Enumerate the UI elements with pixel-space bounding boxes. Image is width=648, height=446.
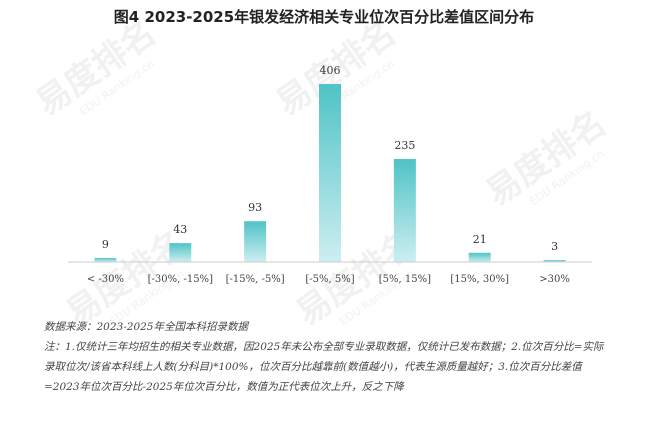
data-source: 数据来源：2023-2025年全国本科招录数据: [44, 321, 248, 333]
data-label-4: 235: [394, 139, 415, 152]
x-tick-label-0: < -30%: [87, 274, 124, 285]
bar-2: [244, 221, 267, 262]
chart-note: 注：1.仅统计三年均招生的相关专业数据，因2025年未公布全部专业录取数据，仅统…: [44, 341, 604, 393]
bar-1: [169, 243, 192, 262]
data-label-3: 406: [320, 64, 341, 77]
x-tick-label-6: >30%: [539, 274, 570, 285]
bar-5: [468, 252, 491, 262]
data-label-5: 21: [473, 233, 487, 246]
x-tick-label-3: [-5%, 5%]: [305, 274, 354, 285]
x-tick-label-2: [-15%, -5%]: [226, 274, 285, 285]
bar-6: [543, 260, 566, 262]
chart-title: 图4 2023-2025年银发经济相关专业位次百分比差值区间分布: [113, 8, 535, 26]
x-tick-label-1: [-30%, -15%]: [148, 274, 213, 285]
bar-0: [94, 258, 117, 262]
bar-chart: 9 < -30% 43 [-30%, -15%] 93 [-15%, -5%] 406 [-5…: [68, 64, 592, 285]
x-tick-label-4: [5%, 15%]: [379, 274, 431, 285]
bar-3: [319, 84, 341, 262]
data-label-0: 9: [102, 238, 109, 251]
data-label-6: 3: [551, 240, 558, 253]
data-label-2: 93: [248, 201, 262, 214]
data-label-1: 43: [173, 223, 187, 236]
x-tick-label-5: [15%, 30%]: [450, 274, 509, 285]
bar-4: [393, 158, 416, 262]
